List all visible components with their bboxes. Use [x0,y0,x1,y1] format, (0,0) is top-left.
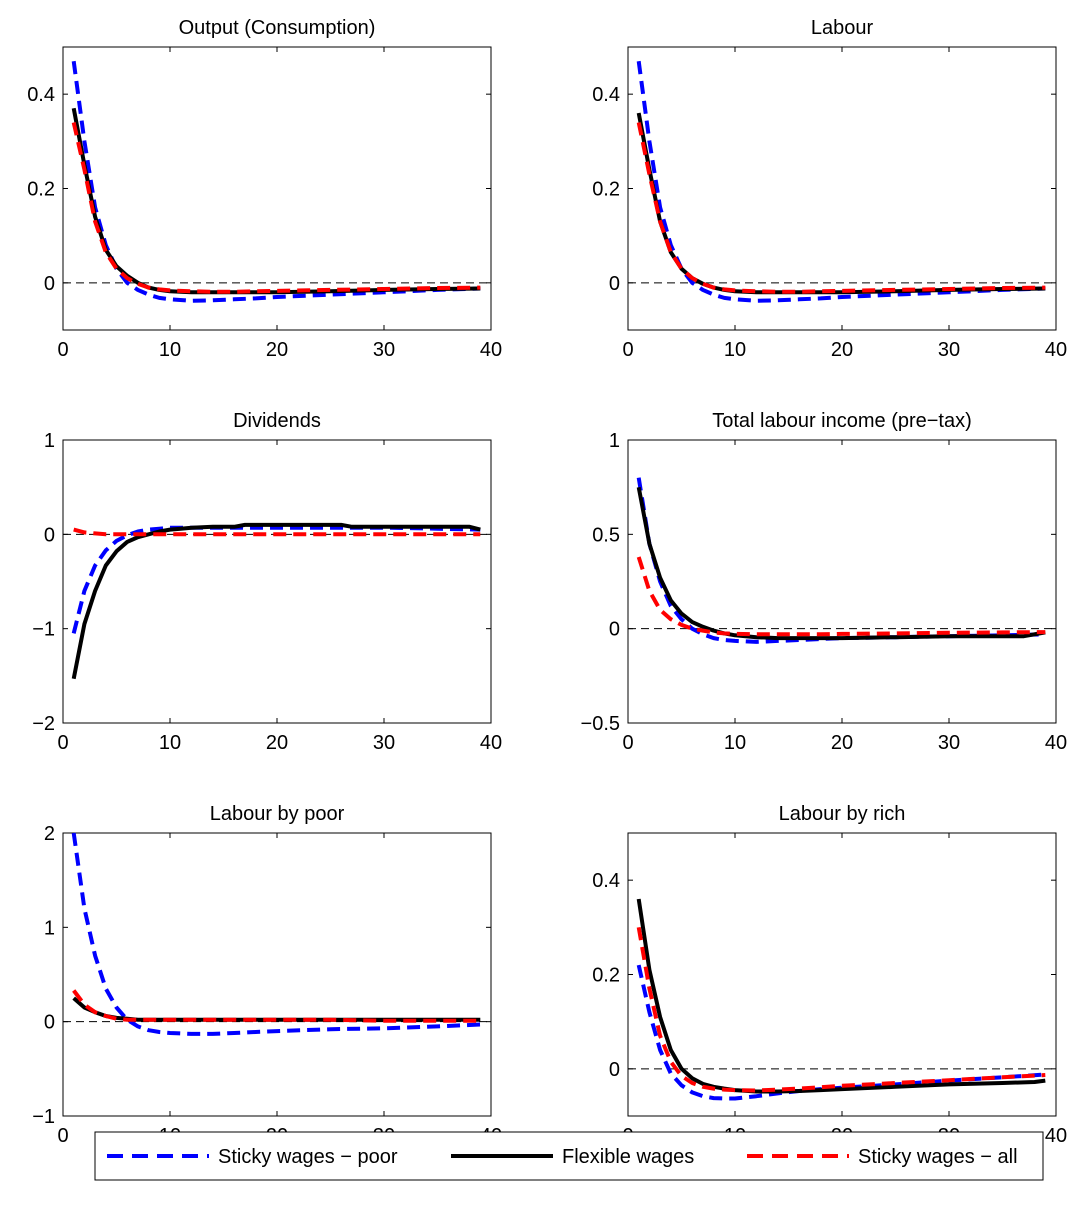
x-tick-label: 20 [831,732,853,754]
subplot-1: Output (Consumption) 0 10 20 30 40 0 0.2 0.4 [27,17,502,361]
subplot-title: Labour by rich [779,803,906,825]
x-tick-label: 10 [159,732,181,754]
x-tick-label: 30 [938,339,960,361]
x-tick-label: 0 [57,732,68,754]
subplot-4: Total labour income (pre−tax)0 10 20 30 40−0… [581,410,1068,754]
series-line-sticky-all [71,122,481,294]
series-line-flexible [71,522,481,680]
x-tick-label: 20 [831,339,853,361]
series-line-sticky-poor [71,525,481,634]
y-tick-label: 0 [609,619,620,641]
subplot-6: Labour by rich01020304000.20.4 [592,803,1067,1147]
subplot-title: Dividends [233,410,321,432]
legend: Sticky wages − poor Flexible wages Sticky … [94,1131,1044,1181]
series-line-sticky-all [636,556,1046,637]
x-tick-label: 40 [480,732,502,754]
plot-area [627,439,1057,724]
series-line-sticky-all [636,926,1046,1093]
legend-label: Sticky wages − poor [218,1146,398,1168]
x-tick-label: 10 [724,339,746,361]
y-tick-label: 1 [44,430,55,452]
y-tick-label: −1 [32,619,55,641]
subplot-title: Output (Consumption) [179,17,376,39]
series-line-flexible [636,486,1046,641]
legend-box [94,1131,1044,1181]
x-tick-label: 30 [373,339,395,361]
x-tick-label: 10 [724,732,746,754]
y-tick-label: 1 [44,917,55,939]
y-tick-label: 0 [44,273,55,295]
y-tick-label: 0.2 [27,179,55,201]
y-tick-label: 2 [44,823,55,845]
y-tick-label: 0 [609,273,620,295]
legend-label: Flexible wages [562,1146,694,1168]
y-tick-label: 0 [44,524,55,546]
subplot-title: Labour by poor [210,803,345,825]
x-tick-label: 30 [373,732,395,754]
series-line-sticky-poor [71,832,481,1036]
subplot-title: Labour [811,17,874,39]
series-line-sticky-all [72,989,481,1023]
subplot-title: Total labour income (pre−tax) [712,410,972,432]
plot-area [627,832,1057,1117]
y-tick-label: 0.4 [27,84,55,106]
series-line-sticky-all [73,527,481,537]
x-tick-label: 20 [266,339,288,361]
x-tick-label: 0 [57,1125,68,1147]
subplot-3: Dividends 0 10 20 30 40 −2 −1 0 1 [32,410,502,754]
x-tick-label: 40 [480,339,502,361]
x-tick-label: 10 [159,339,181,361]
x-tick-label: 40 [1045,339,1067,361]
x-tick-label: 0 [622,732,633,754]
x-tick-label: 40 [1045,1125,1067,1147]
y-tick-label: 1 [609,430,620,452]
y-tick-label: 0 [609,1059,620,1081]
subplot-2: Labour 0 10 20 30 40 0 0.2 0.4 [592,17,1067,361]
y-tick-label: 0.4 [592,870,620,892]
y-tick-label: 0 [44,1012,55,1034]
y-tick-label: 0.4 [592,84,620,106]
plot-area [62,832,492,1117]
x-tick-label: 40 [1045,732,1067,754]
series-line-sticky-all [636,122,1046,294]
series-line-sticky-poor [636,964,1046,1101]
y-tick-label: −0.5 [581,713,620,735]
x-tick-label: 20 [266,732,288,754]
y-tick-label: 0.2 [592,179,620,201]
series-line-sticky-poor [636,60,1046,303]
legend-label: Sticky wages − all [858,1146,1018,1168]
x-tick-label: 0 [622,339,633,361]
y-tick-label: 0.2 [592,965,620,987]
x-tick-label: 0 [57,339,68,361]
y-tick-label: 0.5 [592,524,620,546]
plot-area [62,439,492,724]
y-tick-label: −1 [32,1106,55,1128]
x-tick-label: 30 [938,732,960,754]
y-tick-label: −2 [32,713,55,735]
